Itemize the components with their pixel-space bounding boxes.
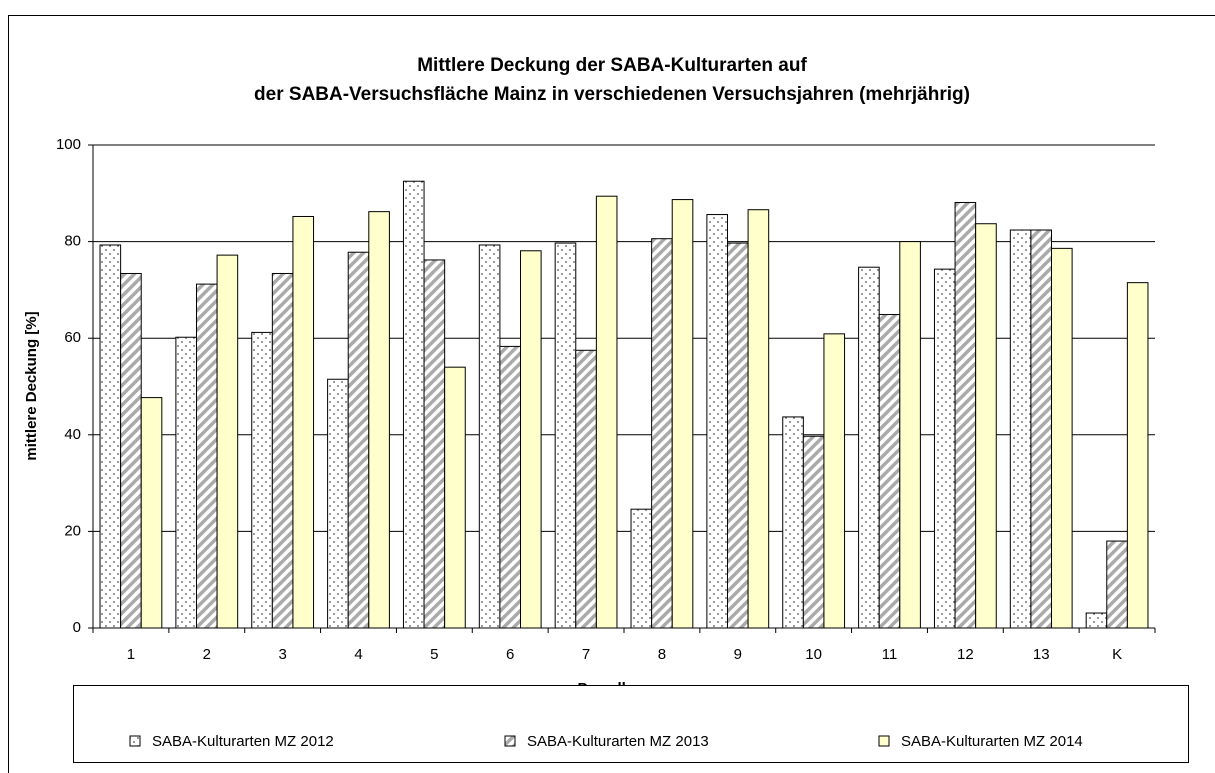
bar: [747, 209, 770, 629]
bar: [99, 244, 122, 629]
legend: [73, 685, 1189, 763]
bar: [899, 241, 921, 629]
bar: [554, 242, 577, 629]
bar: [327, 378, 349, 629]
legend-swatch: [129, 735, 141, 747]
chart-title: der SABA-Versuchsfläche Mainz in verschi…: [254, 84, 970, 105]
bar: [444, 366, 466, 629]
x-tick-label: 13: [1033, 646, 1050, 663]
bar: [878, 314, 901, 629]
x-tick-label: 9: [734, 646, 742, 663]
bar: [175, 336, 197, 629]
x-tick-label: 2: [203, 646, 211, 663]
y-axis-title: mittlere Deckung [%]: [23, 311, 40, 460]
bar: [292, 215, 315, 629]
x-tick-label: 8: [658, 646, 666, 663]
bar: [520, 250, 542, 629]
bar: [1106, 540, 1128, 629]
x-tick-label: K: [1112, 646, 1122, 663]
bar: [726, 242, 749, 629]
bar: [216, 254, 239, 629]
bar: [651, 238, 673, 629]
y-tick-label: 40: [64, 426, 81, 443]
bar: [671, 199, 694, 629]
chart-title: Mittlere Deckung der SABA-Kulturarten au…: [417, 55, 807, 76]
bar: [858, 266, 880, 629]
bar: [1085, 612, 1108, 629]
bar: [251, 331, 273, 629]
x-tick-label: 1: [127, 646, 135, 663]
bar: [423, 259, 446, 629]
x-tick-label: 6: [506, 646, 514, 663]
bar: [347, 251, 370, 629]
legend-label: SABA-Kulturarten MZ 2013: [527, 733, 709, 750]
legend-label: SABA-Kulturarten MZ 2012: [152, 733, 334, 750]
x-tick-label: 3: [278, 646, 286, 663]
y-tick-label: 0: [73, 619, 81, 636]
bar: [1030, 229, 1053, 629]
x-tick-label: 10: [805, 646, 822, 663]
legend-label: SABA-Kulturarten MZ 2014: [901, 733, 1083, 750]
bar: [368, 211, 390, 629]
bar: [1051, 247, 1073, 629]
bar: [195, 283, 218, 629]
bar: [271, 272, 294, 629]
bar: [975, 223, 997, 629]
bar: [575, 349, 597, 629]
bar: [402, 180, 425, 629]
bar: [140, 397, 163, 629]
bar: [595, 195, 618, 629]
x-tick-label: 12: [957, 646, 974, 663]
legend-swatch: [878, 735, 890, 747]
y-tick-label: 80: [64, 233, 81, 250]
bar: [120, 272, 142, 629]
x-tick-label: 5: [430, 646, 438, 663]
bar: [1126, 282, 1149, 629]
bar: [782, 416, 804, 629]
bar: [499, 345, 522, 629]
bar: [823, 333, 846, 629]
x-tick-label: 4: [354, 646, 362, 663]
bar: [706, 214, 728, 629]
bar: [954, 201, 977, 629]
y-tick-label: 60: [64, 329, 81, 346]
bar: [478, 244, 501, 629]
y-tick-label: 100: [56, 136, 81, 153]
bar: [1009, 229, 1032, 629]
bar: [933, 268, 956, 629]
x-tick-label: 11: [882, 646, 898, 663]
y-tick-label: 20: [64, 522, 81, 539]
bar: [802, 435, 825, 629]
legend-swatch: [504, 735, 516, 747]
bar: [630, 508, 653, 629]
x-tick-label: 7: [582, 646, 590, 663]
